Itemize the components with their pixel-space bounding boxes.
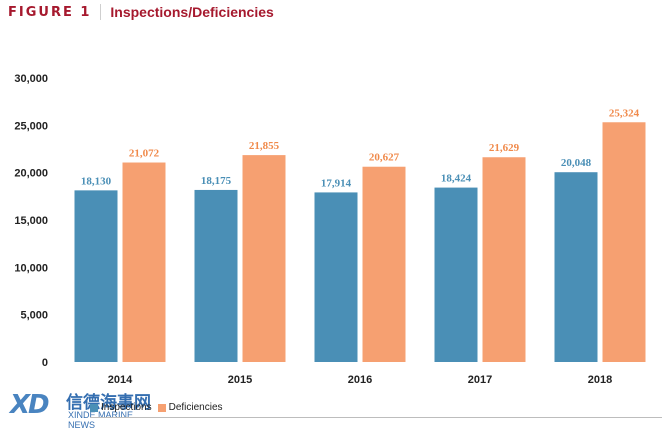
data-label-deficiencies: 21,855 <box>249 140 280 152</box>
data-label-inspections: 20,048 <box>561 157 592 169</box>
x-tick-label: 2017 <box>468 374 492 386</box>
data-label-deficiencies: 21,072 <box>129 148 160 160</box>
bar-inspections <box>434 187 478 362</box>
chart-legend: Inspections Deficiencies <box>90 402 229 413</box>
watermark: XD 信德海事网 XINDE MARINE NEWS <box>10 388 160 430</box>
data-label-inspections: 17,914 <box>321 177 352 189</box>
bar-inspections <box>194 189 238 362</box>
bar-deficiencies <box>602 122 646 362</box>
bar-deficiencies <box>482 157 526 362</box>
bottom-rule <box>90 417 662 418</box>
y-tick-label: 30,000 <box>14 73 48 85</box>
x-tick-label: 2016 <box>348 374 372 386</box>
bar-deficiencies <box>362 166 406 362</box>
legend-label-inspections: Inspections <box>101 402 152 413</box>
legend-item-inspections: Inspections <box>90 402 152 413</box>
y-tick-label: 10,000 <box>14 262 48 274</box>
x-tick-label: 2018 <box>588 374 612 386</box>
legend-label-deficiencies: Deficiencies <box>168 402 223 413</box>
bar-inspections <box>74 190 118 362</box>
figure-header: FIGURE 1 Inspections/Deficiencies <box>8 3 274 21</box>
chart-title: Inspections/Deficiencies <box>110 4 274 20</box>
y-tick-label: 25,000 <box>14 120 48 132</box>
data-label-deficiencies: 20,627 <box>369 152 400 164</box>
y-tick-label: 15,000 <box>14 215 48 227</box>
x-tick-label: 2015 <box>228 374 252 386</box>
legend-swatch-inspections <box>90 403 98 412</box>
bar-inspections <box>554 172 598 362</box>
watermark-chinese-name: 信德海事网 <box>66 393 151 413</box>
x-tick-label: 2014 <box>108 374 133 386</box>
header-divider <box>100 4 102 20</box>
data-label-inspections: 18,130 <box>81 175 112 187</box>
y-tick-label: 20,000 <box>14 168 48 180</box>
bar-deficiencies <box>122 162 166 362</box>
bar-deficiencies <box>242 155 286 362</box>
watermark-english-name: XINDE MARINE NEWS <box>68 410 134 430</box>
data-label-deficiencies: 21,629 <box>489 142 520 154</box>
figure-label: FIGURE 1 <box>8 4 92 20</box>
data-label-deficiencies: 25,324 <box>609 107 640 119</box>
data-label-inspections: 18,175 <box>201 175 232 187</box>
y-tick-label: 0 <box>42 357 48 369</box>
watermark-logo: XD <box>10 390 50 420</box>
y-tick-label: 5,000 <box>20 310 48 322</box>
legend-swatch-deficiencies <box>157 403 166 412</box>
bar-inspections <box>314 192 358 362</box>
legend-item-deficiencies: Deficiencies <box>157 402 223 413</box>
data-label-inspections: 18,424 <box>441 173 472 185</box>
